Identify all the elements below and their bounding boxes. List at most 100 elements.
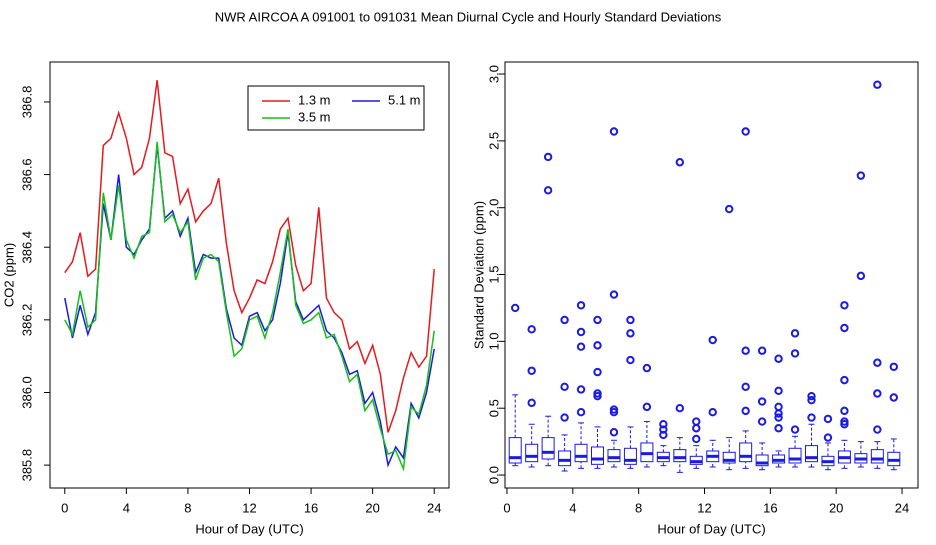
outlier (642, 402, 652, 412)
outlier (609, 127, 619, 136)
box (508, 437, 522, 464)
outlier (774, 413, 783, 422)
outlier (757, 417, 767, 426)
outlier (675, 404, 685, 413)
y-tick-label: 386.2 (19, 304, 34, 337)
outlier (692, 434, 701, 444)
outlier (741, 406, 750, 416)
box (525, 443, 539, 463)
x-tick-label: 4 (569, 500, 576, 515)
outlier (757, 346, 767, 355)
outlier (626, 315, 635, 325)
box (623, 447, 637, 465)
outlier (840, 417, 849, 426)
outlier (774, 386, 783, 396)
y-tick-label: 0.0 (486, 466, 501, 484)
box (591, 446, 605, 465)
series-line (64, 145, 435, 468)
outlier (840, 323, 849, 333)
box (870, 449, 884, 464)
outlier (560, 413, 569, 422)
x-tick-label: 16 (304, 500, 318, 515)
outlier (708, 335, 717, 345)
y-tick-label: 386.8 (19, 86, 34, 119)
outlier (790, 329, 800, 338)
outlier (856, 171, 866, 180)
outlier (626, 355, 635, 365)
outlier (840, 375, 849, 385)
y-axis-title: Standard Deviation (ppm) (471, 201, 486, 349)
outlier (560, 315, 569, 325)
outlier (576, 301, 586, 310)
outlier (774, 424, 783, 433)
y-tick-label: 2.0 (486, 199, 501, 217)
y-tick-label: 386.6 (19, 158, 34, 191)
outlier (609, 290, 619, 299)
y-tick-label: 3.0 (486, 65, 501, 83)
box (804, 445, 818, 463)
outlier (790, 425, 800, 434)
x-tick-label: 24 (895, 500, 909, 515)
outlier (560, 382, 569, 392)
box (722, 451, 736, 464)
outlier (807, 413, 816, 422)
box (739, 442, 753, 463)
x-tick-label: 8 (184, 500, 191, 515)
y-tick-label: 386.4 (19, 231, 34, 264)
outlier (543, 186, 553, 195)
box (755, 454, 769, 467)
outlier (593, 389, 602, 398)
outlier (840, 406, 849, 416)
x-tick-label: 12 (697, 500, 711, 515)
outlier (659, 430, 668, 440)
legend-label: 5.1 m (388, 92, 421, 107)
x-tick-label: 20 (365, 500, 379, 515)
box (558, 450, 572, 467)
outlier (576, 385, 586, 394)
outlier (692, 417, 701, 426)
legend-label: 3.5 m (298, 109, 331, 124)
box (673, 449, 687, 463)
outlier (576, 327, 586, 337)
outlier (873, 80, 882, 89)
y-tick-label: 1.0 (486, 332, 501, 350)
outlier (774, 354, 783, 363)
legend-box (247, 85, 425, 131)
box (607, 449, 621, 463)
outlier (593, 315, 602, 325)
outlier (757, 397, 767, 406)
outlier (527, 325, 536, 334)
box (574, 443, 588, 463)
outlier (741, 127, 750, 136)
outlier (790, 349, 800, 358)
outlier (593, 367, 602, 377)
outlier (527, 398, 536, 408)
y-tick-label: 1.5 (486, 265, 501, 283)
outlier (527, 366, 536, 375)
outlier (543, 152, 553, 162)
outlier (609, 428, 619, 437)
outlier (807, 391, 816, 401)
outlier (675, 158, 685, 167)
x-tick-label: 20 (829, 500, 843, 515)
x-tick-label: 8 (635, 500, 642, 515)
x-tick-label: 12 (242, 500, 256, 515)
y-axis-title: CO2 (ppm) (1, 243, 16, 307)
x-tick-label: 4 (123, 500, 130, 515)
x-tick-label: 0 (503, 500, 510, 515)
outlier (823, 414, 833, 424)
outlier (576, 408, 586, 417)
plot-frame (504, 61, 919, 489)
outlier (708, 408, 717, 417)
y-tick-label: 385.8 (19, 449, 34, 482)
outlier (609, 405, 619, 414)
outlier (873, 358, 882, 367)
x-axis-title: Hour of Day (UTC) (195, 521, 303, 536)
outlier (856, 271, 866, 281)
outlier (774, 402, 783, 412)
legend-label: 1.3 m (298, 92, 331, 107)
y-tick-label: 2.5 (486, 132, 501, 150)
outlier (626, 329, 635, 338)
outlier (741, 382, 750, 392)
